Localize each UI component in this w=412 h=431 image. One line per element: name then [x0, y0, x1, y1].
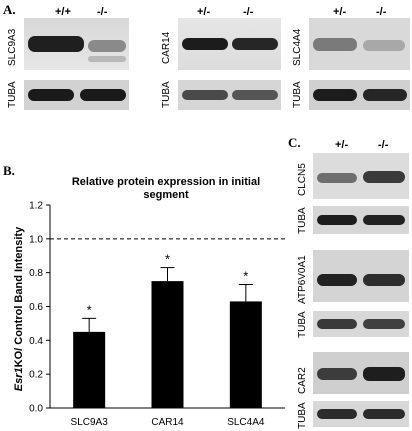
blot-a3-target-band	[309, 18, 410, 70]
significance-marker: *	[87, 302, 92, 317]
y-axis-label-rest: KO/ Control Band Intensity	[13, 226, 25, 367]
blot-a2-control-label: TUBA	[161, 81, 172, 108]
panel-c-letter: C.	[288, 135, 301, 150]
y-tick-label: 0.2	[29, 370, 43, 381]
bar	[229, 301, 262, 408]
blot-c2-control-label: TUBA	[297, 311, 308, 338]
blot-c3-target-label: CAR2	[297, 367, 308, 394]
blot-a3-genotype-2: -/-	[376, 6, 387, 18]
panel-c-genotype-2: -/-	[378, 139, 389, 151]
x-category-label: CAR14	[151, 417, 184, 428]
bar-chart: Relative protein expression in initial se…	[13, 176, 285, 428]
blot-c1-target-band	[313, 153, 409, 199]
chart-title-line-1: Relative protein expression in initial	[72, 176, 260, 188]
blot-a2-control-band	[178, 80, 281, 110]
y-tick-label: 0.4	[29, 336, 43, 347]
y-axis-label: Esr1KO/ Control Band Intensity	[13, 226, 25, 391]
blot-a1-target-band	[24, 18, 129, 70]
blot-a3-target-label: SLC4A4	[292, 28, 303, 66]
blot-c3-target-band	[313, 352, 409, 394]
blot-a1-genotype-1: +/+	[55, 6, 71, 18]
blot-c1-control-band	[313, 206, 409, 234]
blot-a2-target-band	[178, 18, 281, 70]
y-tick-label: 1.2	[29, 201, 43, 212]
blot-c1-control-label: TUBA	[297, 207, 308, 234]
blot-c2-target-band	[313, 250, 409, 302]
x-category-label: SLC4A4	[227, 417, 265, 428]
blot-a2-genotype-1: +/-	[197, 6, 211, 18]
x-category-label: SLC9A3	[71, 417, 109, 428]
chart-title-line-2: segment	[143, 189, 189, 201]
blot-a2-genotype-2: -/-	[243, 6, 254, 18]
panel-c-genotype-1: +/-	[335, 139, 349, 151]
significance-marker: *	[165, 252, 170, 267]
panel-b-letter: B.	[3, 163, 15, 178]
blot-c1-target-label: CLCN5	[297, 163, 308, 196]
blot-c3-control-label: TUBA	[297, 402, 308, 429]
blot-a3-genotype-1: +/-	[333, 6, 347, 18]
bar	[73, 331, 106, 408]
blot-c3-control-band	[313, 401, 409, 427]
blot-a1-target-label: SLC9A3	[7, 28, 18, 66]
blot-a1-genotype-2: -/-	[97, 6, 108, 18]
y-tick-label: 1.0	[29, 234, 43, 245]
blot-a1-control-label: TUBA	[7, 81, 18, 108]
y-tick-label: 0.6	[29, 302, 43, 313]
y-axis-label-italic: Esr1	[13, 367, 25, 391]
y-tick-label: 0.0	[29, 404, 43, 415]
blot-a2-target-label: CAR14	[161, 31, 172, 64]
blot-a1-control-band	[24, 80, 129, 110]
blot-c2-control-band	[313, 311, 409, 337]
y-tick-label: 0.8	[29, 268, 43, 279]
blot-c2-target-label: ATP6V0A1	[297, 255, 308, 304]
blot-a3-control-label: TUBA	[292, 81, 303, 108]
blot-a3-control-band	[309, 80, 410, 110]
panel-a-letter: A.	[3, 2, 16, 17]
bar	[151, 281, 184, 408]
significance-marker: *	[243, 269, 248, 284]
chart-title: Relative protein expression in initial se…	[72, 176, 260, 201]
